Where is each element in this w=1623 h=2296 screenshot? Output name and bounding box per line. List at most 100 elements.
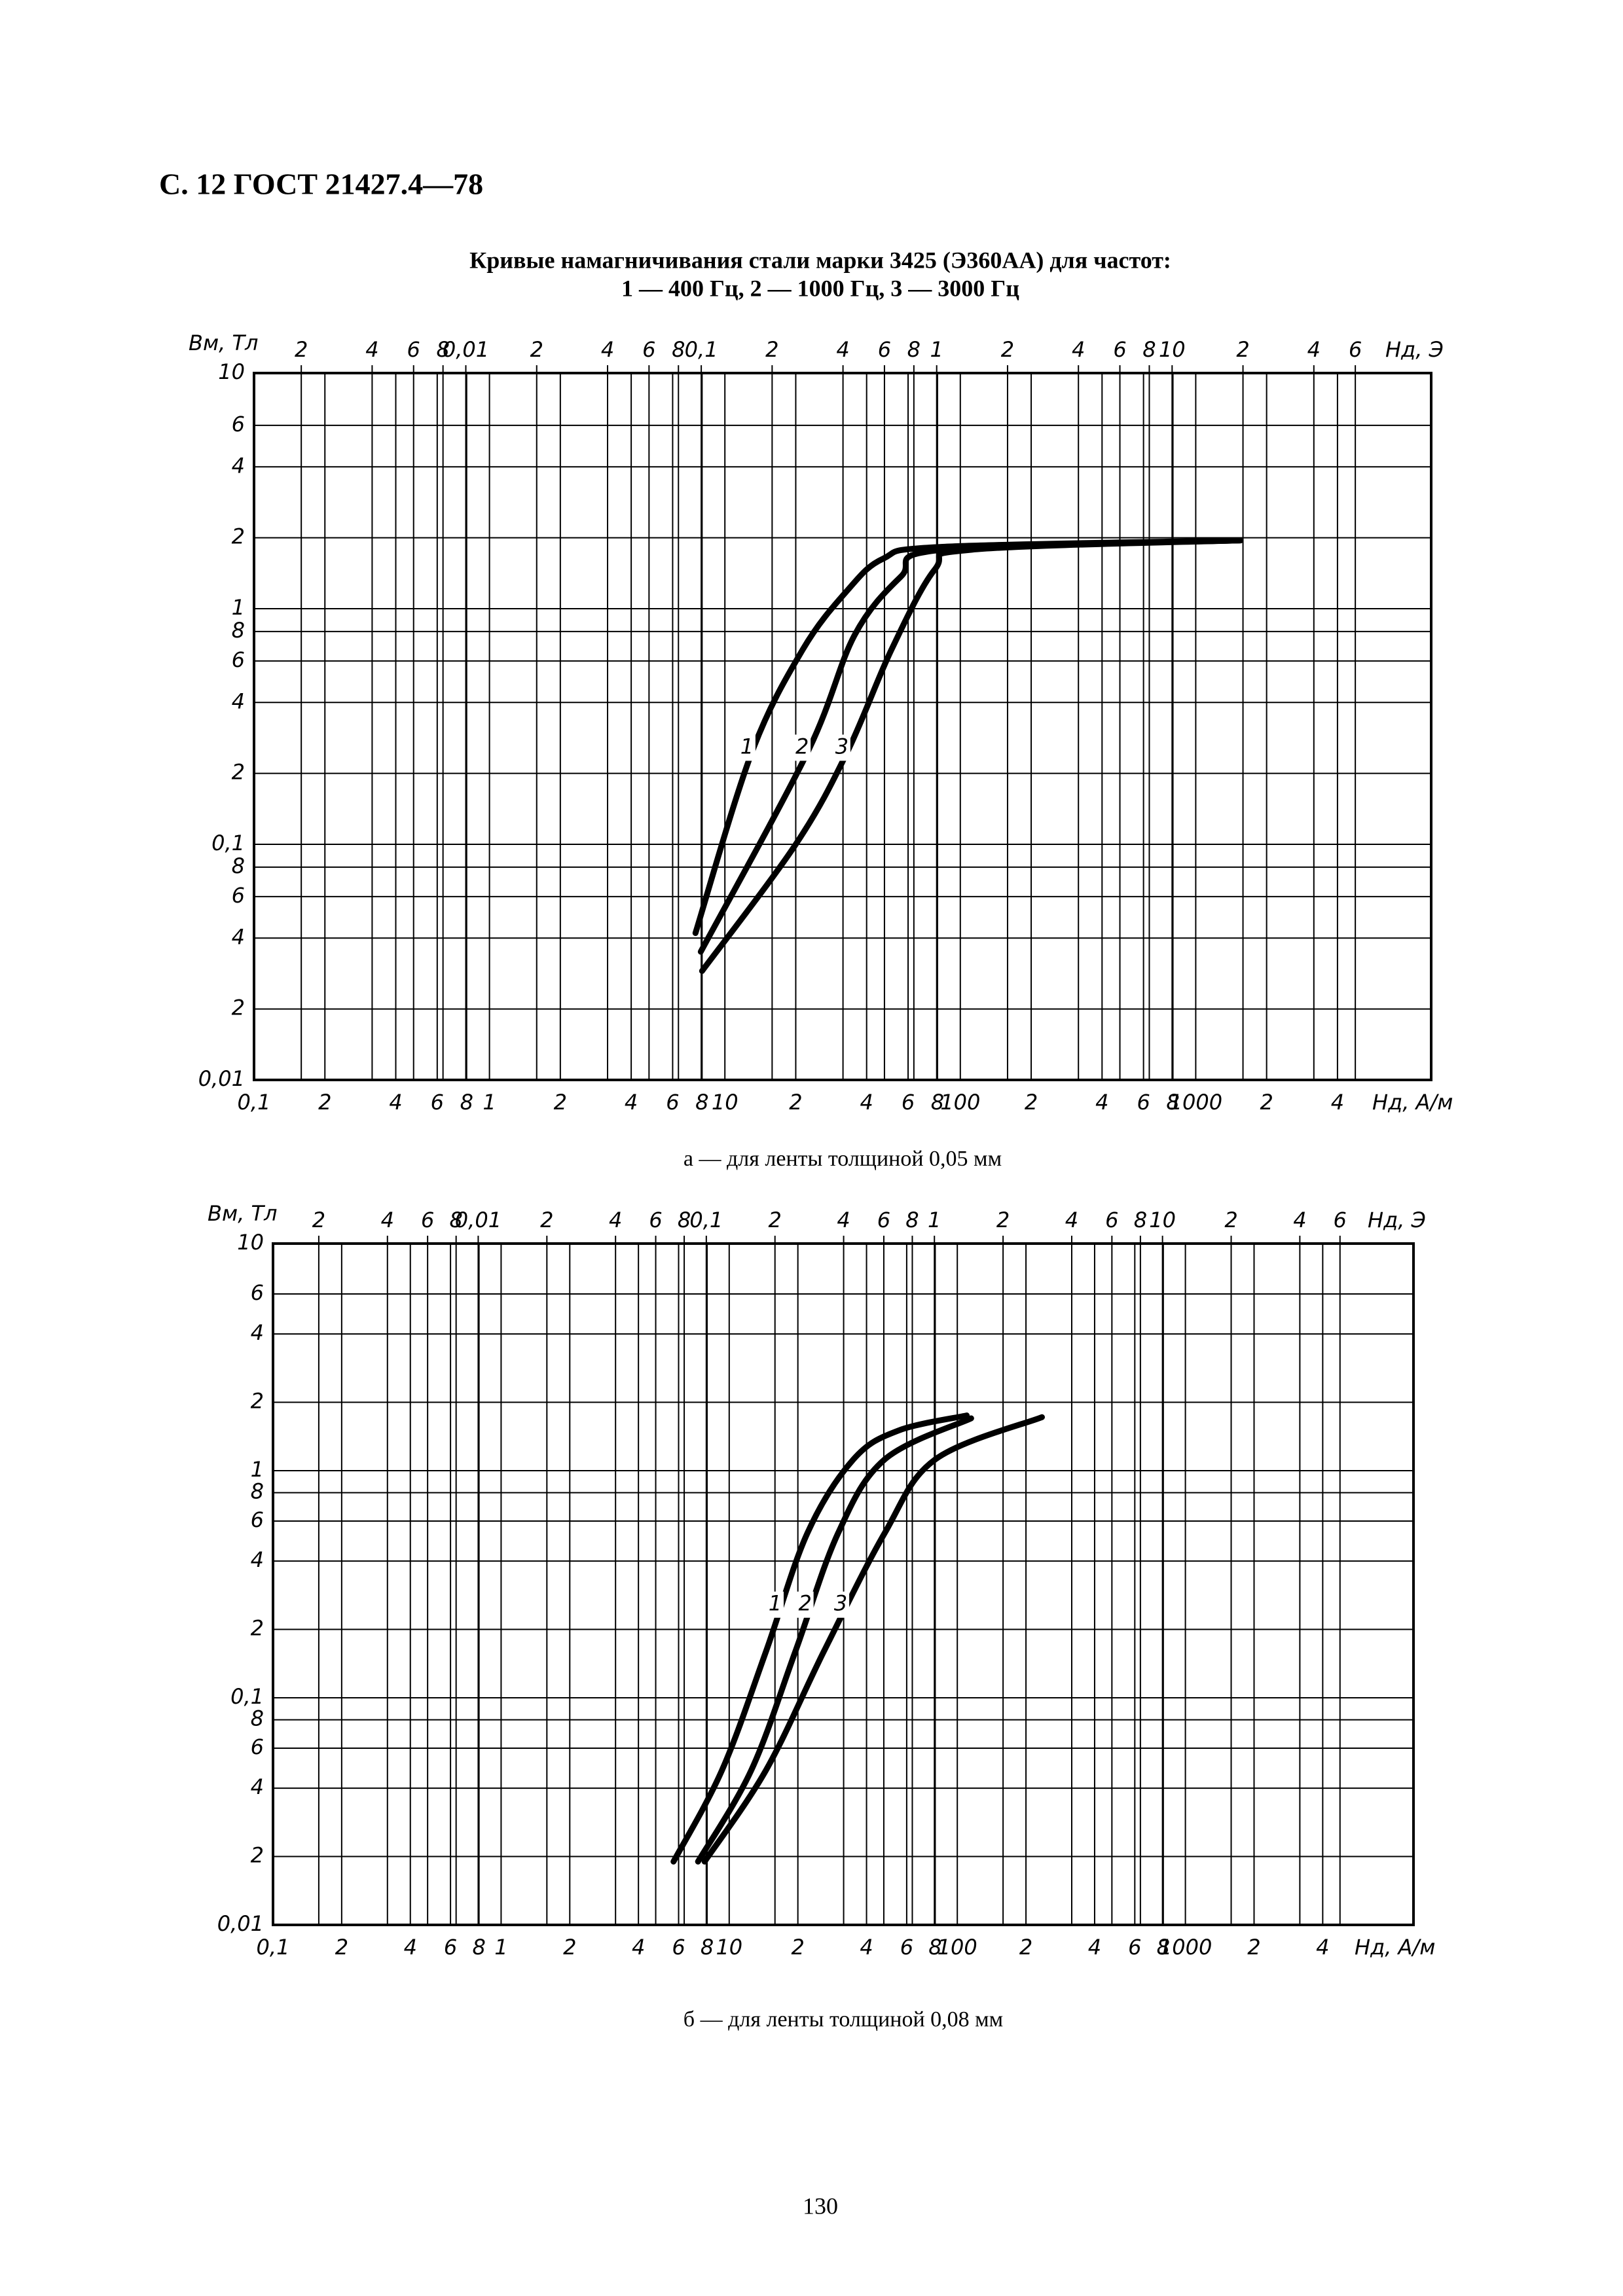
x2-tick-label: 6 xyxy=(877,1208,890,1232)
y-tick-label: 1 xyxy=(232,595,245,620)
y-tick-label: 10 xyxy=(218,359,245,384)
x2-tick-label: 6 xyxy=(1113,337,1126,362)
x-tick-label: 8 xyxy=(701,1935,714,1960)
x2-tick-label: 6 xyxy=(642,337,655,362)
header: С. 12 ГОСТ 21427.4—78 xyxy=(159,168,483,201)
x-tick-label: 1 xyxy=(494,1935,507,1960)
x-tick-label: 1000 xyxy=(1159,1935,1212,1960)
plot-frame xyxy=(272,1242,1415,1926)
plot-frame xyxy=(253,372,1432,1081)
x-tick-label: 2 xyxy=(1247,1935,1260,1960)
curve-label-bg xyxy=(832,1591,850,1618)
x-tick-label: 2 xyxy=(335,1935,348,1960)
x2-tick-label: 8 xyxy=(905,1208,919,1232)
x2-tick-label: 8 xyxy=(678,1208,691,1232)
x-tick-label: 6 xyxy=(431,1090,444,1115)
x2-tick-label: 6 xyxy=(649,1208,662,1232)
curve xyxy=(699,537,1244,975)
y-tick-label: 2 xyxy=(232,760,245,785)
x-tick-label: 2 xyxy=(554,1090,567,1115)
x2-axis-label: Hд, Э xyxy=(1368,1208,1426,1232)
x2-tick-label: 2 xyxy=(996,1208,1010,1232)
x-tick-label: 6 xyxy=(672,1935,685,1960)
y-tick-label: 10 xyxy=(237,1230,264,1255)
y-tick-label: 4 xyxy=(232,924,245,949)
curve xyxy=(701,1414,1045,1865)
curve-label: 3 xyxy=(835,734,848,759)
x-tick-label: 0,1 xyxy=(238,1090,271,1115)
x2-tick-label: 0,01 xyxy=(455,1208,501,1232)
caption: а — для ленты толщиной 0,05 мм xyxy=(684,1147,1002,1171)
x-tick-label: 4 xyxy=(389,1090,402,1115)
x2-tick-label: 6 xyxy=(878,337,891,362)
curve-label-bg xyxy=(796,1591,814,1618)
x-tick-label: 4 xyxy=(1088,1935,1101,1960)
x2-tick-label: 4 xyxy=(1307,337,1321,362)
x2-tick-label: 4 xyxy=(1072,337,1085,362)
y-tick-label: 2 xyxy=(232,996,245,1020)
x2-tick-label: 4 xyxy=(1293,1208,1306,1232)
x-tick-label: 1 xyxy=(483,1090,496,1115)
x-tick-label: 4 xyxy=(625,1090,638,1115)
x-tick-label: 6 xyxy=(902,1090,915,1115)
y-tick-label: 6 xyxy=(251,1280,264,1305)
y-tick-label: 6 xyxy=(232,883,245,908)
x-tick-label: 8 xyxy=(1157,1935,1170,1960)
x2-axis-label: Hд, Э xyxy=(1385,337,1444,362)
page-number: 130 xyxy=(803,2193,838,2219)
y-tick-label: 0,1 xyxy=(230,1684,264,1709)
y-tick-label: 6 xyxy=(251,1507,264,1532)
x-tick-label: 4 xyxy=(1316,1935,1329,1960)
x2-tick-label: 4 xyxy=(365,337,378,362)
x2-tick-label: 4 xyxy=(381,1208,394,1232)
x-tick-label: 2 xyxy=(791,1935,804,1960)
y-tick-label: 4 xyxy=(251,1320,264,1345)
y-tick-label: 6 xyxy=(232,647,245,672)
x2-tick-label: 4 xyxy=(836,337,849,362)
y-tick-label: 0,1 xyxy=(211,831,245,855)
x-tick-label: 8 xyxy=(472,1935,485,1960)
x-tick-label: 6 xyxy=(666,1090,679,1115)
y-tick-label: 2 xyxy=(251,1389,264,1414)
y-axis-label: Bм, Тл xyxy=(208,1201,277,1226)
x2-tick-label: 6 xyxy=(1334,1208,1347,1232)
x-tick-label: 4 xyxy=(1095,1090,1108,1115)
x2-tick-label: 2 xyxy=(312,1208,325,1232)
title-line: 1 — 400 Гц, 2 — 1000 Гц, 3 — 3000 Гц xyxy=(621,275,1019,301)
y-tick-label: 2 xyxy=(232,524,245,549)
y-tick-label: 8 xyxy=(232,618,245,643)
x2-tick-label: 6 xyxy=(1349,337,1362,362)
x2-tick-label: 8 xyxy=(449,1208,462,1232)
curve-label-bg xyxy=(738,734,756,761)
x2-tick-label: 2 xyxy=(765,337,778,362)
x-tick-label: 4 xyxy=(860,1935,873,1960)
x-tick-label: 4 xyxy=(860,1090,873,1115)
y-tick-label: 4 xyxy=(232,453,245,478)
x2-tick-label: 4 xyxy=(609,1208,622,1232)
title-line: Кривые намагничивания стали марки 3425 (… xyxy=(469,247,1171,273)
y-tick-label: 0,01 xyxy=(217,1911,264,1936)
caption: б — для ленты толщиной 0,08 мм xyxy=(684,2007,1003,2032)
curve-label: 1 xyxy=(769,1591,782,1616)
x2-tick-label: 2 xyxy=(540,1208,553,1232)
x2-tick-label: 2 xyxy=(1224,1208,1237,1232)
x-tick-label: 8 xyxy=(928,1935,941,1960)
x2-tick-label: 8 xyxy=(436,337,449,362)
curve-label: 1 xyxy=(740,734,754,759)
y-tick-label: 6 xyxy=(232,412,245,437)
x2-tick-label: 4 xyxy=(601,337,614,362)
y-tick-label: 1 xyxy=(251,1457,264,1482)
x2-tick-label: 6 xyxy=(421,1208,434,1232)
curve-label: 2 xyxy=(798,1591,811,1616)
x2-tick-label: 0,01 xyxy=(443,337,489,362)
x2-tick-label: 2 xyxy=(1236,337,1249,362)
y-tick-label: 2 xyxy=(251,1843,264,1868)
y-tick-label: 4 xyxy=(251,1774,264,1799)
x-tick-label: 10 xyxy=(716,1935,742,1960)
curve xyxy=(697,537,1244,955)
x2-tick-label: 2 xyxy=(769,1208,782,1232)
y-tick-label: 8 xyxy=(232,853,245,878)
curve-label-bg xyxy=(833,734,850,761)
x-tick-label: 100 xyxy=(938,1935,977,1960)
